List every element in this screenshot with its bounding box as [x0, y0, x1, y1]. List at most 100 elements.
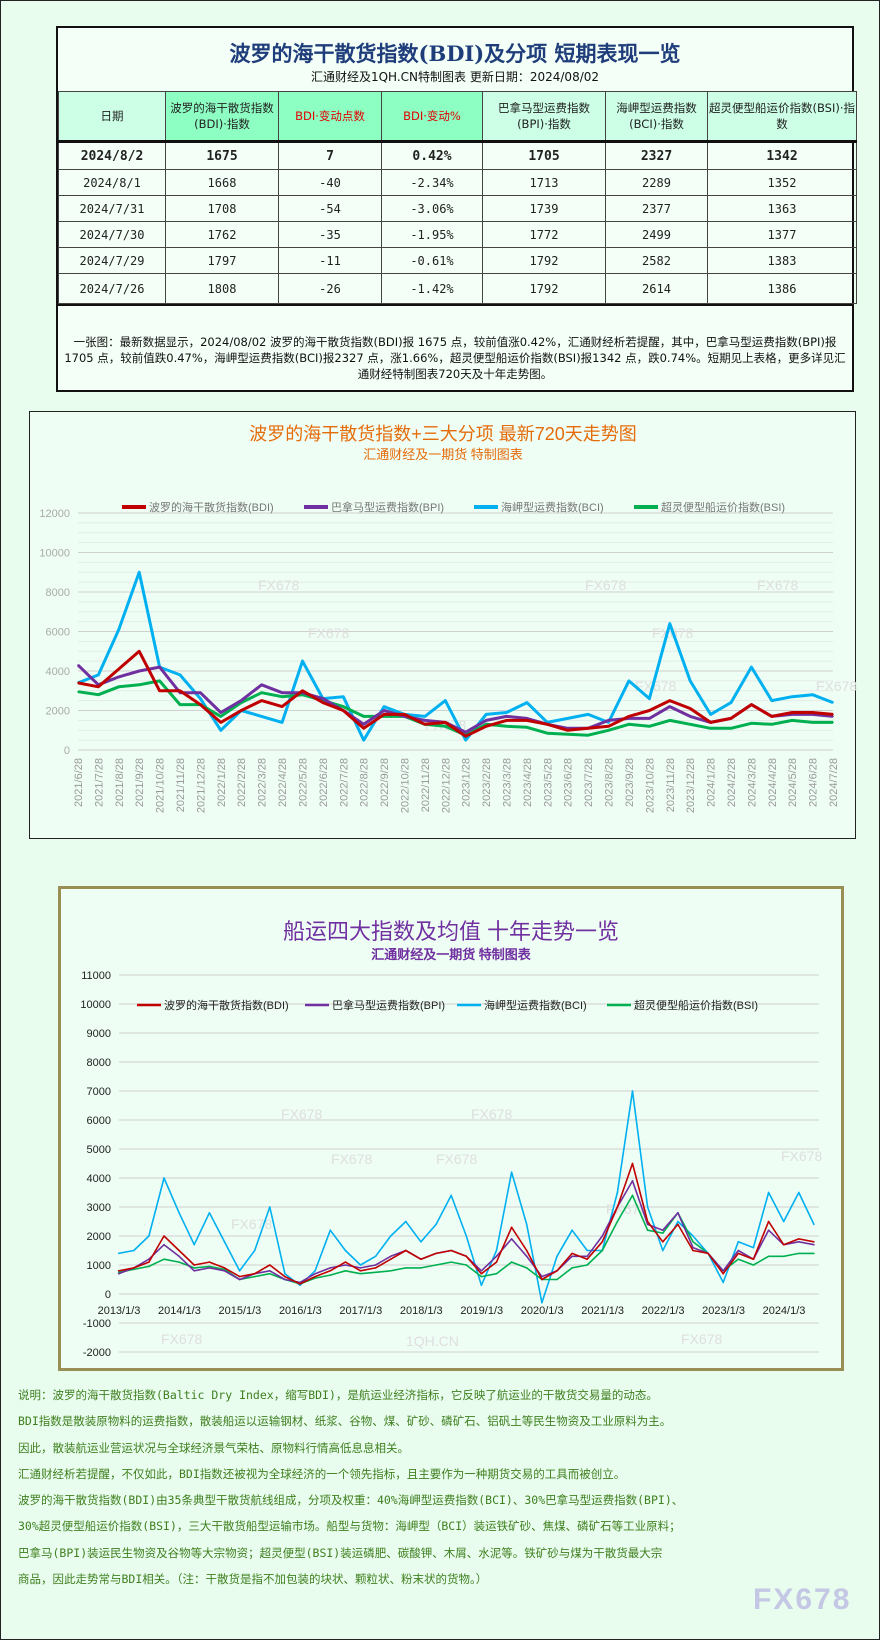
data-point-bpi	[480, 1270, 483, 1272]
watermark: FX678	[585, 577, 626, 593]
data-point-bdi	[193, 1264, 196, 1266]
table-cell: -2.34%	[381, 169, 483, 196]
data-point-bdi	[571, 1252, 573, 1255]
data-point-bpi	[722, 1270, 725, 1272]
data-point-bsi	[813, 1252, 815, 1255]
table-row: 2024/7/30 1762 -35 -1.95% 1772 2499 1377	[58, 221, 857, 248]
chart-title: 波罗的海干散货指数+三大分项 最新720天走势图	[249, 424, 637, 444]
header-bdi-change-pct: BDI·变动%	[381, 91, 483, 143]
data-point-bpi	[661, 1229, 664, 1231]
table-cell: 1377	[707, 221, 857, 248]
data-point-bpi	[832, 715, 834, 718]
data-point-bsi	[709, 727, 712, 730]
data-point-bsi	[510, 1261, 513, 1263]
data-point-bdi	[546, 723, 549, 726]
x-tick-label: 2022/1/3	[642, 1305, 685, 1317]
x-tick-label: 2020/1/3	[521, 1305, 564, 1317]
x-tick-label: 2021/12/28	[195, 758, 207, 813]
data-point-bsi	[420, 1267, 422, 1269]
legend-label: 巴拿马型运费指数(BPI)	[331, 500, 444, 514]
x-tick-label: 2023/2/28	[481, 758, 493, 807]
table-cell: 1713	[482, 169, 606, 196]
data-point-bci	[485, 713, 487, 716]
data-point-bsi	[465, 1264, 468, 1266]
y-tick-label: 11000	[81, 970, 111, 982]
x-tick-label: 2022/12/28	[440, 758, 452, 813]
data-point-bsi	[571, 1267, 573, 1269]
watermark: FX678	[681, 1331, 722, 1347]
data-point-bci	[118, 628, 120, 631]
description-line: 30%超灵便型船运价指数(BSI)，三大干散货船型运输市场。船型与货物：海岬型（…	[18, 1519, 681, 1534]
table-cell: -1.42%	[381, 273, 483, 304]
data-point-bdi	[505, 719, 508, 722]
x-tick-label: 2024/5/28	[787, 758, 799, 807]
table-row: 2024/8/2 1675 7 0.42% 1705 2327 1342	[58, 141, 857, 170]
table-cell: 1383	[707, 247, 857, 274]
table-cell: -11	[278, 247, 382, 274]
x-tick-label: 2023/9/28	[624, 758, 636, 807]
data-point-bsi	[811, 721, 814, 724]
x-tick-label: 2023/4/28	[522, 758, 534, 807]
table-cell: 1342	[707, 141, 857, 170]
x-tick-label: 2021/9/28	[134, 758, 146, 807]
data-point-bsi	[586, 1264, 588, 1266]
data-point-bpi	[220, 711, 222, 714]
data-point-bci	[344, 1249, 347, 1252]
data-point-bpi	[677, 1212, 679, 1214]
data-point-bdi	[314, 1275, 316, 1278]
x-tick-label: 2015/1/3	[218, 1305, 261, 1317]
data-point-bpi	[199, 691, 202, 694]
table-cell: -3.06%	[381, 195, 483, 222]
x-tick-label: 2022/1/28	[216, 758, 228, 807]
x-tick-label: 2024/2/28	[726, 758, 738, 807]
data-point-bci	[299, 1284, 301, 1287]
data-point-bci	[661, 1249, 664, 1252]
description-line: 巴拿马(BPI)装运民生物资及谷物等大宗物资；超灵便型(BSI)装运磷肥、碳酸钾…	[18, 1545, 663, 1560]
data-point-bdi	[464, 735, 467, 737]
description-line: 说明：波罗的海干散货指数(Baltic Dry Index，缩写BDI)，是航运…	[18, 1388, 658, 1402]
data-point-bsi	[359, 1272, 362, 1275]
chart-title: 船运四大指数及均值 十年走势一览	[283, 919, 619, 944]
header-date: 日期	[58, 91, 166, 143]
data-point-bsi	[281, 695, 283, 698]
table-cell: 0.42%	[381, 141, 483, 170]
data-point-bci	[689, 680, 691, 682]
data-point-bsi	[362, 715, 365, 718]
data-point-bci	[631, 1090, 634, 1092]
table-cell: 2024/8/1	[58, 169, 166, 196]
data-point-bpi	[767, 1229, 770, 1231]
data-point-bsi	[495, 1272, 498, 1275]
data-point-bdi	[322, 701, 324, 704]
data-point-bci	[342, 695, 345, 698]
data-point-bsi	[344, 1270, 347, 1272]
y-tick-label: 5000	[87, 1144, 111, 1156]
data-point-bpi	[117, 1272, 120, 1275]
data-point-bci	[709, 713, 712, 716]
data-point-bsi	[607, 729, 610, 732]
data-point-bdi	[403, 713, 406, 716]
data-point-bpi	[138, 670, 141, 672]
data-point-bpi	[797, 1241, 800, 1243]
legend-label: 超灵便型船运价指数(BSI)	[634, 998, 758, 1012]
data-point-bsi	[628, 723, 630, 726]
data-point-bpi	[281, 691, 283, 694]
data-point-bpi	[505, 715, 508, 718]
data-point-bci	[722, 1281, 725, 1284]
data-point-bci	[770, 699, 773, 702]
data-point-bsi	[782, 1255, 785, 1258]
data-point-bci	[389, 1235, 392, 1237]
table-cell: 2024/7/29	[58, 247, 166, 274]
table-cell: 1792	[482, 273, 606, 304]
data-point-bci	[465, 1235, 468, 1237]
data-point-bdi	[223, 1267, 226, 1269]
x-tick-label: 2022/11/28	[420, 758, 432, 812]
data-point-bdi	[383, 713, 385, 716]
data-point-bdi	[722, 1272, 725, 1275]
header-bpi: 巴拿马型运费指数(BPI)·指数	[482, 91, 606, 143]
x-tick-label: 2023/12/28	[685, 758, 697, 813]
data-point-bdi	[601, 1241, 604, 1243]
data-point-bci	[444, 699, 447, 702]
data-point-bci	[223, 1241, 226, 1243]
data-point-bpi	[118, 676, 120, 678]
x-tick-label: 2023/8/28	[604, 758, 616, 807]
